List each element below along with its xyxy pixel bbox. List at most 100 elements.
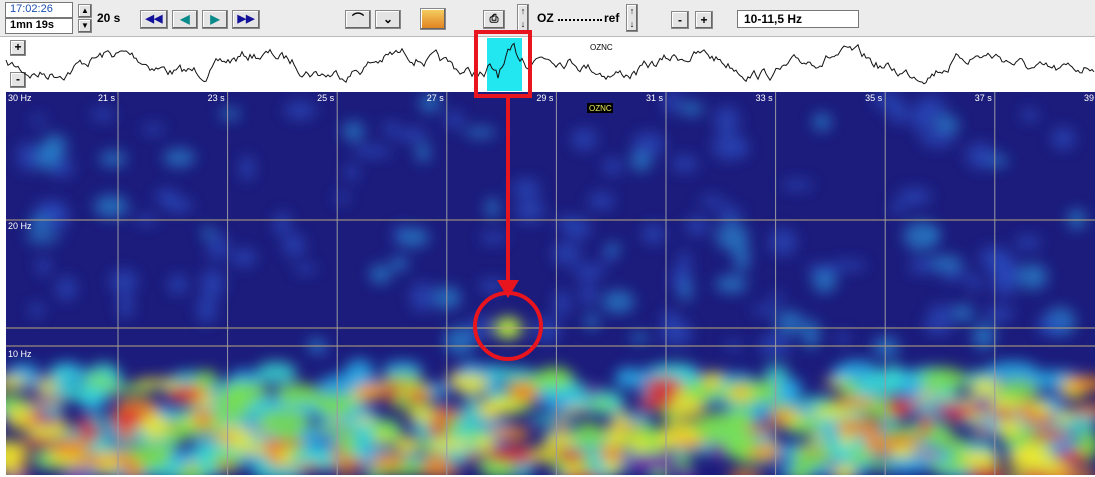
frequency-label: 30 Hz [8,93,32,103]
power-blob [660,319,692,347]
power-blob [929,305,956,317]
power-blob [529,415,577,425]
power-blob [37,257,51,276]
power-blob [737,383,746,398]
power-blob [725,340,742,350]
power-blob [428,439,472,451]
power-blob [225,431,233,446]
power-blob [769,228,797,256]
power-blob [889,203,906,214]
selection-highlight [487,38,522,91]
power-blob [391,256,409,271]
power-blob [920,129,955,147]
power-blob [1067,209,1086,229]
power-blob [835,460,841,469]
power-blob [416,144,430,163]
power-blob [239,155,254,180]
power-blob [865,428,878,452]
power-blob [384,389,397,403]
power-blob [346,464,376,467]
power-blob [256,362,297,385]
power-blob [736,145,748,156]
power-blob [615,368,644,389]
power-blob [399,404,405,408]
power-blob [776,311,804,335]
power-blob [163,149,195,167]
time-label: 35 s [865,93,883,103]
power-blob [972,397,994,413]
power-blob [68,461,87,468]
power-blob [35,414,59,424]
power-blob [542,433,576,449]
power-blob [463,454,480,462]
power-blob [771,292,783,304]
power-blob [284,101,316,119]
power-blob [130,435,134,440]
power-blob [29,303,44,318]
power-blob [168,274,188,295]
power-blob [369,265,391,284]
power-blob [1014,236,1041,250]
power-blob [398,227,429,247]
power-blob [427,422,449,437]
power-blob [345,164,359,181]
power-blob [812,270,836,293]
power-blob [396,128,428,142]
power-blob [903,221,938,251]
power-blob [283,234,305,258]
power-blob [832,260,867,271]
power-blob [920,368,968,392]
power-blob [715,275,747,293]
time-label: 27 s [427,93,445,103]
power-blob [149,445,176,454]
power-blob [530,372,575,382]
power-blob [557,416,566,438]
power-blob [288,463,323,470]
power-blob [685,444,700,450]
power-blob [99,151,126,167]
power-blob [511,178,540,198]
power-blob [165,385,205,403]
power-blob [48,368,79,381]
power-blob [354,416,378,424]
power-blob [637,404,644,423]
power-blob [744,424,774,434]
power-blob [699,196,726,207]
power-blob [410,282,436,312]
power-blob [924,314,953,335]
power-blob [710,442,727,459]
power-blob [375,434,390,444]
power-blob [200,269,224,299]
power-blob [644,376,683,397]
power-blob [886,400,912,417]
power-blob [109,269,137,293]
power-blob [31,115,45,126]
power-blob [714,106,740,135]
power-blob [383,121,399,136]
power-blob [364,146,391,158]
power-blob [1021,108,1039,121]
power-blob [91,108,115,120]
power-blob [1024,415,1058,425]
power-blob [873,336,900,358]
power-blob [994,408,1016,419]
time-label: 31 s [646,93,664,103]
power-blob [394,437,417,454]
spectrogram [0,89,1095,477]
power-blob [94,195,128,218]
power-blob [185,462,197,469]
power-blob [642,223,665,244]
power-blob [31,407,45,415]
power-blob [781,180,814,190]
power-blob [678,249,691,278]
power-blob [916,391,939,398]
power-blob [603,158,623,175]
power-blob [697,437,707,444]
power-blob [969,272,981,292]
frequency-label: 20 Hz [8,221,32,231]
power-blob [558,450,586,464]
power-blob [515,385,539,403]
power-blob [219,108,240,119]
power-blob [809,433,826,440]
power-blob [26,233,60,243]
